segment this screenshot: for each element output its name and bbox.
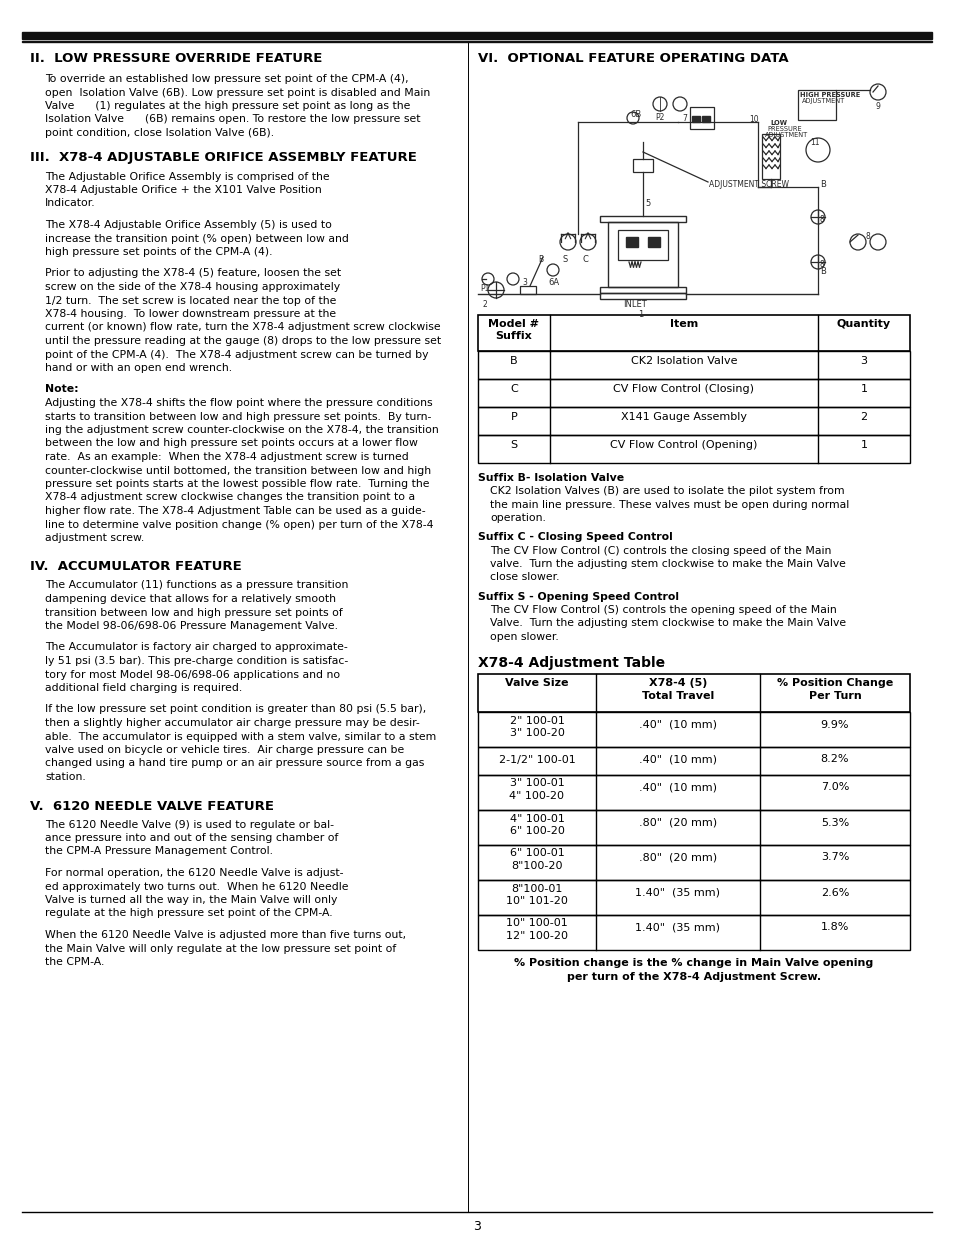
Text: % Position Change
Per Turn: % Position Change Per Turn [776,678,892,701]
Text: pressure set points starts at the lowest possible flow rate.  Turning the: pressure set points starts at the lowest… [45,479,429,489]
Text: II.  LOW PRESSURE OVERRIDE FEATURE: II. LOW PRESSURE OVERRIDE FEATURE [30,52,322,65]
Text: When the 6120 Needle Valve is adjusted more than five turns out,: When the 6120 Needle Valve is adjusted m… [45,930,406,940]
Text: VI.  OPTIONAL FEATURE OPERATING DATA: VI. OPTIONAL FEATURE OPERATING DATA [477,52,788,65]
Text: 8: 8 [865,232,870,241]
Text: 2: 2 [482,300,487,309]
Text: HIGH PRESSURE: HIGH PRESSURE [800,91,860,98]
Bar [477,845,909,879]
Text: If the low pressure set point condition is greater than 80 psi (5.5 bar),: If the low pressure set point condition … [45,704,426,715]
Text: Valve is turned all the way in, the Main Valve will only: Valve is turned all the way in, the Main… [45,895,337,905]
Text: 6A: 6A [547,278,558,287]
Text: S: S [562,254,568,264]
Text: Valve.  Turn the adjusting stem clockwise to make the Main Valve: Valve. Turn the adjusting stem clockwise… [490,619,845,629]
Text: 8"100-01
10" 101-20: 8"100-01 10" 101-20 [505,883,567,906]
Bar [477,673,909,711]
Text: 3: 3 [521,278,526,287]
Text: B: B [820,180,825,189]
Text: open  Isolation Valve (6B). Low pressure set point is disabled and Main: open Isolation Valve (6B). Low pressure … [45,88,430,98]
Text: P1: P1 [479,284,489,293]
Text: 8: 8 [820,261,824,269]
Text: Suffix S - Opening Speed Control: Suffix S - Opening Speed Control [477,592,679,601]
Text: current (or known) flow rate, turn the X78-4 adjustment screw clockwise: current (or known) flow rate, turn the X… [45,322,440,332]
Text: 1/2 turn.  The set screw is located near the top of the: 1/2 turn. The set screw is located near … [45,295,336,305]
Text: 1.40"  (35 mm): 1.40" (35 mm) [635,888,720,898]
Text: 2: 2 [860,412,866,422]
Text: operation.: operation. [490,513,545,522]
Text: additional field charging is required.: additional field charging is required. [45,683,242,693]
Text: 10: 10 [748,115,758,124]
Text: the main line pressure. These valves must be open during normal: the main line pressure. These valves mus… [490,499,848,510]
Bar [761,135,780,179]
Text: high pressure set points of the CPM-A (4).: high pressure set points of the CPM-A (4… [45,247,273,257]
Text: able.  The accumulator is equipped with a stem valve, similar to a stem: able. The accumulator is equipped with a… [45,731,436,741]
Bar [701,116,709,122]
Text: transition between low and high pressure set points of: transition between low and high pressure… [45,608,342,618]
Text: X78-4 (5)
Total Travel: X78-4 (5) Total Travel [641,678,714,701]
Text: close slower.: close slower. [490,573,558,583]
Text: IV.  ACCUMULATOR FEATURE: IV. ACCUMULATOR FEATURE [30,561,241,573]
Bar [477,315,909,351]
Text: the Model 98-06/698-06 Pressure Management Valve.: the Model 98-06/698-06 Pressure Manageme… [45,621,337,631]
Bar [647,237,659,247]
Bar [477,774,909,809]
Text: 3: 3 [473,1220,480,1233]
Text: 3.7%: 3.7% [820,852,848,862]
Text: INLET: INLET [622,300,646,309]
Text: ly 51 psi (3.5 bar). This pre-charge condition is satisfac-: ly 51 psi (3.5 bar). This pre-charge con… [45,656,348,666]
Text: The 6120 Needle Valve (9) is used to regulate or bal-: The 6120 Needle Valve (9) is used to reg… [45,820,334,830]
Text: Isolation Valve      (6B) remains open. To restore the low pressure set: Isolation Valve (6B) remains open. To re… [45,115,420,125]
Text: To override an established low pressure set point of the CPM-A (4),: To override an established low pressure … [45,74,408,84]
Text: Suffix C - Closing Speed Control: Suffix C - Closing Speed Control [477,532,672,542]
Text: 3: 3 [860,356,866,366]
Text: 7: 7 [681,114,686,124]
Text: CV Flow Control (Closing): CV Flow Control (Closing) [613,384,754,394]
Text: For normal operation, the 6120 Needle Valve is adjust-: For normal operation, the 6120 Needle Va… [45,868,343,878]
Text: starts to transition between low and high pressure set points.  By turn-: starts to transition between low and hig… [45,411,431,421]
Text: ADJUSTMENT: ADJUSTMENT [801,98,844,104]
Text: X78-4 housing.  To lower downstream pressure at the: X78-4 housing. To lower downstream press… [45,309,335,319]
Text: 11: 11 [809,138,819,147]
Bar [607,222,678,287]
Text: 8: 8 [820,215,824,224]
Text: the Main Valve will only regulate at the low pressure set point of: the Main Valve will only regulate at the… [45,944,395,953]
Bar [477,809,909,845]
Text: The CV Flow Control (S) controls the opening speed of the Main: The CV Flow Control (S) controls the ope… [490,605,836,615]
Text: CV Flow Control (Opening): CV Flow Control (Opening) [610,440,757,450]
Text: 1: 1 [860,440,866,450]
Text: per turn of the X78-4 Adjustment Screw.: per turn of the X78-4 Adjustment Screw. [566,972,821,982]
Bar [477,914,909,950]
Text: 1: 1 [638,310,642,319]
Bar [22,32,931,40]
Text: The CV Flow Control (C) controls the closing speed of the Main: The CV Flow Control (C) controls the clo… [490,546,830,556]
Text: 1.40"  (35 mm): 1.40" (35 mm) [635,923,720,932]
Bar [689,107,713,128]
Bar [477,711,909,746]
Text: adjustment screw.: adjustment screw. [45,534,144,543]
Text: Valve Size: Valve Size [505,678,568,688]
Text: 9: 9 [875,103,880,111]
Text: B: B [820,267,825,275]
Bar [618,230,667,261]
Text: 1.8%: 1.8% [820,923,848,932]
Text: ed approximately two turns out.  When he 6120 Needle: ed approximately two turns out. When he … [45,882,348,892]
Text: X141 Gauge Assembly: X141 Gauge Assembly [620,412,746,422]
Bar [477,879,909,914]
Text: regulate at the high pressure set point of the CPM-A.: regulate at the high pressure set point … [45,909,333,919]
Text: Prior to adjusting the X78-4 (5) feature, loosen the set: Prior to adjusting the X78-4 (5) feature… [45,268,341,279]
Text: 6B: 6B [629,110,640,119]
Text: 6" 100-01
8"100-20: 6" 100-01 8"100-20 [509,848,564,871]
Text: The Accumulator is factory air charged to approximate-: The Accumulator is factory air charged t… [45,642,348,652]
Text: % Position change is the % change in Main Valve opening: % Position change is the % change in Mai… [514,957,873,967]
Text: point of the CPM-A (4).  The X78-4 adjustment screw can be turned by: point of the CPM-A (4). The X78-4 adjust… [45,350,428,359]
Text: B: B [537,254,542,264]
Text: increase the transition point (% open) between low and: increase the transition point (% open) b… [45,233,349,243]
Text: valve.  Turn the adjusting stem clockwise to make the Main Valve: valve. Turn the adjusting stem clockwise… [490,559,845,569]
Text: B: B [510,356,517,366]
Text: CK2 Isolation Valves (B) are used to isolate the pilot system from: CK2 Isolation Valves (B) are used to iso… [490,487,843,496]
Text: then a slightly higher accumulator air charge pressure may be desir-: then a slightly higher accumulator air c… [45,718,419,727]
Text: counter-clockwise until bottomed, the transition between low and high: counter-clockwise until bottomed, the tr… [45,466,431,475]
Text: changed using a hand tire pump or an air pressure source from a gas: changed using a hand tire pump or an air… [45,758,424,768]
Text: III.  X78-4 ADJUSTABLE ORIFICE ASSEMBLY FEATURE: III. X78-4 ADJUSTABLE ORIFICE ASSEMBLY F… [30,152,416,164]
Text: ance pressure into and out of the sensing chamber of: ance pressure into and out of the sensin… [45,832,338,844]
Text: Suffix B- Isolation Valve: Suffix B- Isolation Valve [477,473,623,483]
